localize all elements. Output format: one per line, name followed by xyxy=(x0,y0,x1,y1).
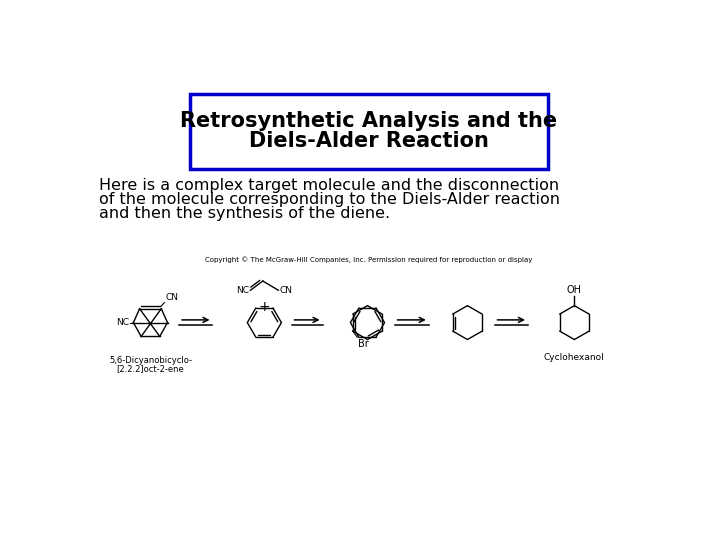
Text: NC: NC xyxy=(117,318,130,327)
Text: +: + xyxy=(258,300,270,314)
Text: of the molecule corresponding to the Diels-Alder reaction: of the molecule corresponding to the Die… xyxy=(99,192,560,207)
FancyBboxPatch shape xyxy=(190,94,547,168)
Text: Copyright © The McGraw-Hill Companies, Inc. Permission required for reproduction: Copyright © The McGraw-Hill Companies, I… xyxy=(205,256,533,263)
Text: CN: CN xyxy=(280,286,293,295)
Text: CN: CN xyxy=(165,293,178,302)
Text: Here is a complex target molecule and the disconnection: Here is a complex target molecule and th… xyxy=(99,178,559,193)
Text: Cyclohexanol: Cyclohexanol xyxy=(544,353,605,362)
Text: 5,6-Dicyanobicyclo-: 5,6-Dicyanobicyclo- xyxy=(109,356,192,366)
Text: Retrosynthetic Analysis and the: Retrosynthetic Analysis and the xyxy=(181,111,557,131)
Text: OH: OH xyxy=(567,285,582,295)
Text: NC: NC xyxy=(236,286,249,295)
Text: Diels-Alder Reaction: Diels-Alder Reaction xyxy=(249,131,489,151)
Text: Br: Br xyxy=(358,339,369,349)
Text: and then the synthesis of the diene.: and then the synthesis of the diene. xyxy=(99,206,390,221)
Text: [2.2.2]oct-2-ene: [2.2.2]oct-2-ene xyxy=(117,364,184,373)
